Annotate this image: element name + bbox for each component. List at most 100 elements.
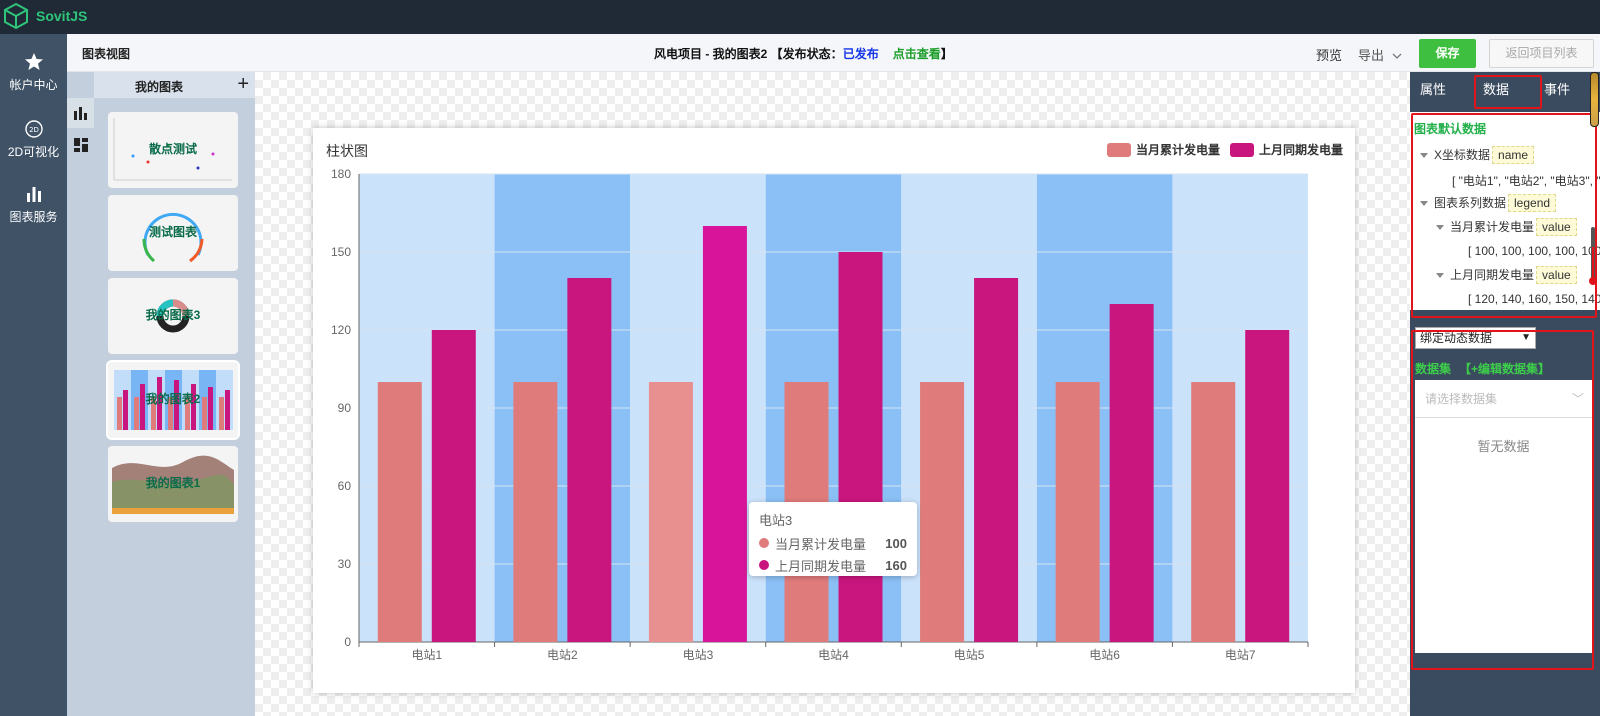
view-link[interactable]: 点击查看 xyxy=(892,47,941,61)
close-bracket: 】 xyxy=(940,47,953,61)
scrollbar-thumb[interactable] xyxy=(1590,72,1599,127)
tree-node-label: 当月累计发电量 xyxy=(1450,220,1535,234)
export-dropdown[interactable]: 导出 xyxy=(1358,45,1402,64)
tab-bar-charts[interactable] xyxy=(67,98,94,128)
tab-properties[interactable]: 属性 xyxy=(1420,82,1447,97)
dataset-select[interactable]: 请选择数据集 ﹀ xyxy=(1415,380,1592,418)
bind-data-value: 绑定动态数据 xyxy=(1420,331,1493,345)
y-tick-label: 30 xyxy=(338,557,352,571)
publish-status: 已发布 xyxy=(842,47,879,61)
export-label: 导出 xyxy=(1358,48,1385,63)
legend-item[interactable]: 当月累计发电量 xyxy=(1106,141,1220,158)
field-tag[interactable]: value xyxy=(1536,218,1577,236)
caret-down-icon xyxy=(1436,273,1444,279)
caret-down-icon xyxy=(1420,153,1428,159)
tree-node-series-1[interactable]: 当月累计发电量 value xyxy=(1436,218,1577,236)
y-tick-label: 120 xyxy=(331,323,351,337)
bar-chart-icon xyxy=(73,107,87,120)
x-tick-label: 电站2 xyxy=(547,648,578,662)
chevron-down-icon: ﹀ xyxy=(1571,392,1584,406)
field-tag[interactable]: value xyxy=(1536,266,1577,284)
y-tick-label: 90 xyxy=(338,401,352,415)
preview-button[interactable]: 预览 xyxy=(1316,48,1343,63)
tab-data[interactable]: 数据 xyxy=(1483,82,1510,97)
default-data-title: 图表默认数据 xyxy=(1414,122,1487,136)
chart-thumbnail[interactable]: 我的图表1 xyxy=(108,446,238,522)
bar-chart[interactable]: 0 30 60 90 120 150 180 电站1 电站2 电站3 电站4 电站5 电站6 电站7 xyxy=(313,128,1355,693)
chart-thumbnail[interactable]: 我的图表3 xyxy=(108,278,238,354)
legend-label: 上月同期发电量 xyxy=(1258,143,1343,157)
app-logo[interactable]: SovitJS xyxy=(2,2,88,30)
bar-当月累计发电量 xyxy=(648,382,693,642)
tooltip-title: 电站3 xyxy=(759,513,793,528)
tooltip-dot xyxy=(759,560,769,570)
chart-thumbnail[interactable]: 测试图表 xyxy=(108,195,238,271)
bar-上月同期发电量 xyxy=(1245,330,1290,642)
field-tag[interactable]: legend xyxy=(1508,194,1557,212)
edit-dataset-link[interactable]: 【+编辑数据集】 xyxy=(1459,362,1551,376)
tree-node-series[interactable]: 图表系列数据 legend xyxy=(1420,194,1557,212)
nav-item-account[interactable]: 帐户中心 xyxy=(0,52,67,93)
left-nav: 帐户中心 2D 2D可视化 图表服务 xyxy=(0,34,67,716)
chart-title: 柱状图 xyxy=(326,143,368,159)
y-tick-label: 60 xyxy=(338,479,352,493)
chevron-down-icon: ▼ xyxy=(1521,332,1531,343)
editor-canvas[interactable]: 0 30 60 90 120 150 180 电站1 电站2 电站3 电站4 电站5 电站6 电站7 柱状… xyxy=(255,72,1410,716)
svg-text:2D: 2D xyxy=(29,126,39,134)
back-to-projects-button[interactable]: 返回项目列表 xyxy=(1489,39,1594,68)
tab-dashboard[interactable] xyxy=(67,130,94,160)
chevron-down-icon xyxy=(1392,53,1402,59)
bar-当月累计发电量 xyxy=(1055,382,1100,642)
project-name: 风电项目 - 我的图表2 【发布状态： xyxy=(654,47,843,61)
nav-item-2d[interactable]: 2D 2D可视化 xyxy=(0,119,67,160)
y-tick-label: 180 xyxy=(331,167,351,181)
tooltip-row: 上月同期发电量 160 xyxy=(759,554,907,576)
thumbnail-name: 我的图表1 xyxy=(145,476,201,490)
bar-上月同期发电量 xyxy=(431,330,476,642)
bind-data-select[interactable]: 绑定动态数据 ▼ xyxy=(1415,327,1536,349)
nav-item-chart-service[interactable]: 图表服务 xyxy=(0,184,67,225)
bar-上月同期发电量 xyxy=(974,278,1019,642)
tab-events[interactable]: 事件 xyxy=(1544,82,1571,97)
bar-当月累计发电量 xyxy=(377,382,422,642)
gauge-thumbnail-icon xyxy=(142,212,204,263)
dashboard-grid-icon xyxy=(73,138,88,152)
star-icon xyxy=(24,53,43,70)
x-tick-label: 电站3 xyxy=(683,648,714,662)
view-title: 图表视图 xyxy=(82,47,131,61)
thumbnail-name: 测试图表 xyxy=(148,225,197,239)
chart-thumbnail[interactable]: 散点测试 xyxy=(108,112,238,188)
x-tick-label: 电站6 xyxy=(1089,648,1120,662)
chart-list-title: 我的图表 xyxy=(134,80,183,94)
thumbnail-name: 散点测试 xyxy=(148,142,197,156)
chart-card[interactable]: 0 30 60 90 120 150 180 电站1 电站2 电站3 电站4 电站5 电站6 电站7 柱状… xyxy=(313,128,1355,693)
legend-item[interactable]: 上月同期发电量 xyxy=(1229,141,1343,158)
default-data-section: 图表默认数据 X坐标数据 name [ "电站1", "电站2", "电站3", … xyxy=(1410,110,1600,310)
y-tick-label: 150 xyxy=(331,245,351,259)
chart-list-header: 我的图表 + xyxy=(94,72,255,98)
project-title: 风电项目 - 我的图表2 【发布状态：已发布 点击查看】 xyxy=(654,45,953,62)
chart-list-panel: 我的图表 + 散点测试 测试图表 xyxy=(67,72,255,716)
bar-当月累计发电量 xyxy=(920,382,965,642)
y-tick-label: 0 xyxy=(344,635,351,649)
nav-label: 2D可视化 xyxy=(7,145,60,159)
app-name: SovitJS xyxy=(36,8,88,24)
dataset-placeholder: 请选择数据集 xyxy=(1425,392,1498,406)
scatter-thumbnail-icon xyxy=(113,118,232,181)
save-button[interactable]: 保存 xyxy=(1419,39,1476,68)
dataset-box: 请选择数据集 ﹀ 暂无数据 xyxy=(1415,380,1592,653)
tree-node-x[interactable]: X坐标数据 name xyxy=(1420,146,1535,164)
dataset-row: 数据集 【+编辑数据集】 xyxy=(1415,360,1550,377)
chart-thumbnail[interactable]: 我的图表2 xyxy=(108,362,238,438)
donut-thumbnail-icon xyxy=(156,299,190,333)
chart-thumbnail-list: 散点测试 测试图表 我的图表3 xyxy=(94,98,255,716)
tree-node-series-2[interactable]: 上月同期发电量 value xyxy=(1436,266,1577,284)
legend-label: 当月累计发电量 xyxy=(1135,143,1220,157)
area-thumbnail-icon xyxy=(112,455,234,514)
field-tag[interactable]: name xyxy=(1492,146,1535,164)
bar-上月同期发电量 xyxy=(567,278,612,642)
caret-down-icon xyxy=(1420,201,1428,207)
vertical-scrollbar[interactable] xyxy=(1588,227,1598,287)
add-chart-button[interactable]: + xyxy=(237,73,249,95)
tree-node-label: 图表系列数据 xyxy=(1434,196,1507,210)
